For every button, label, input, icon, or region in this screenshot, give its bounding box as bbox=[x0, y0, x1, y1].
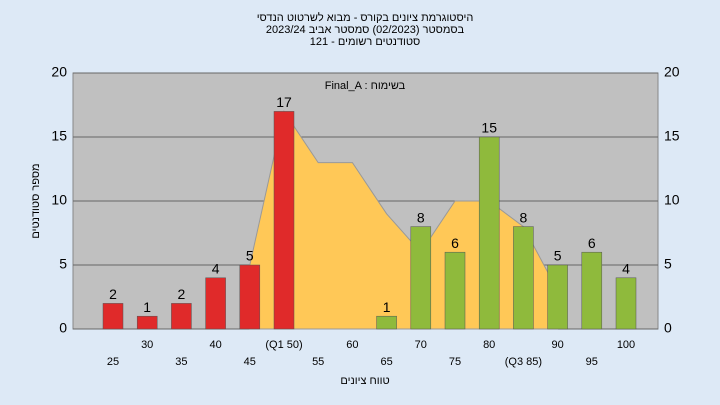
chart-subtitle: סטודנטים רשומים - 121 bbox=[310, 36, 421, 48]
x-tick-label: 25 bbox=[107, 356, 119, 368]
y2-tick-label: 10 bbox=[664, 192, 680, 208]
data-label: 8 bbox=[417, 209, 425, 225]
x-tick-label: 60 bbox=[346, 339, 358, 351]
data-label: 2 bbox=[178, 286, 186, 302]
y-tick-label: 5 bbox=[59, 256, 67, 272]
bar bbox=[513, 226, 534, 330]
y2-tick-label: 0 bbox=[664, 320, 672, 336]
x-tick-label: 65 bbox=[380, 356, 392, 368]
y-axis-label: מספר סטודנטים bbox=[30, 163, 42, 238]
x-tick-label: (Q3 85) bbox=[505, 356, 542, 368]
bar bbox=[376, 315, 397, 330]
data-label: 1 bbox=[383, 299, 391, 315]
y-tick-label: 20 bbox=[51, 64, 67, 80]
data-label: 8 bbox=[520, 209, 528, 225]
x-tick-label: 90 bbox=[551, 339, 563, 351]
y2-tick-label: 15 bbox=[664, 128, 680, 144]
x-tick-label: 100 bbox=[617, 339, 635, 351]
data-label: 17 bbox=[276, 94, 292, 110]
data-label: 5 bbox=[246, 248, 254, 264]
bar bbox=[136, 315, 158, 330]
data-label: 5 bbox=[554, 248, 562, 264]
x-tick-label: 40 bbox=[209, 339, 221, 351]
plot: 2 1 2 4 5 17 1 8 6 15 8 5 6 4 bbox=[73, 72, 658, 330]
bar bbox=[478, 136, 500, 330]
x-tick-label: 70 bbox=[415, 339, 427, 351]
data-label: 15 bbox=[481, 120, 497, 136]
y2-tick-label: 20 bbox=[664, 64, 680, 80]
x-tick-label: 80 bbox=[483, 339, 495, 351]
x-tick-label: 75 bbox=[449, 356, 461, 368]
y-tick-label: 15 bbox=[51, 128, 67, 144]
chart-title: היסטוגרמת ציונים בקורס - מבוא לשרטוט הנד… bbox=[257, 11, 474, 24]
x-tick-label: 55 bbox=[312, 356, 324, 368]
bar bbox=[410, 226, 432, 330]
bar bbox=[102, 303, 124, 330]
data-label: 6 bbox=[588, 235, 596, 251]
bar bbox=[273, 111, 295, 330]
x-tick-label: 35 bbox=[175, 356, 187, 368]
data-label: 6 bbox=[451, 235, 459, 251]
x-tick-label: (Q1 50) bbox=[265, 339, 302, 351]
data-label: 1 bbox=[143, 299, 151, 315]
x-tick-label: 45 bbox=[244, 356, 256, 368]
bar bbox=[547, 264, 568, 330]
annotation: Final_A : בשימוח bbox=[325, 80, 406, 92]
bar bbox=[615, 277, 637, 330]
data-label: 4 bbox=[212, 261, 220, 277]
data-label: 2 bbox=[109, 286, 117, 302]
bar bbox=[239, 264, 261, 330]
bar bbox=[444, 251, 466, 330]
data-label: 4 bbox=[622, 261, 630, 277]
y-tick-label: 0 bbox=[59, 320, 67, 336]
bar bbox=[171, 303, 192, 330]
bar bbox=[581, 251, 603, 330]
bar bbox=[205, 277, 226, 330]
y-tick-label: 10 bbox=[51, 192, 67, 208]
chart-subtitle: בסמסטר (02/2023) סמסטר אביב 2023/24 bbox=[266, 24, 465, 36]
x-tick-label: 95 bbox=[586, 356, 598, 368]
x-axis-label: טווח ציונים bbox=[340, 375, 389, 387]
x-tick-label: 30 bbox=[141, 339, 153, 351]
y2-tick-label: 5 bbox=[664, 256, 672, 272]
